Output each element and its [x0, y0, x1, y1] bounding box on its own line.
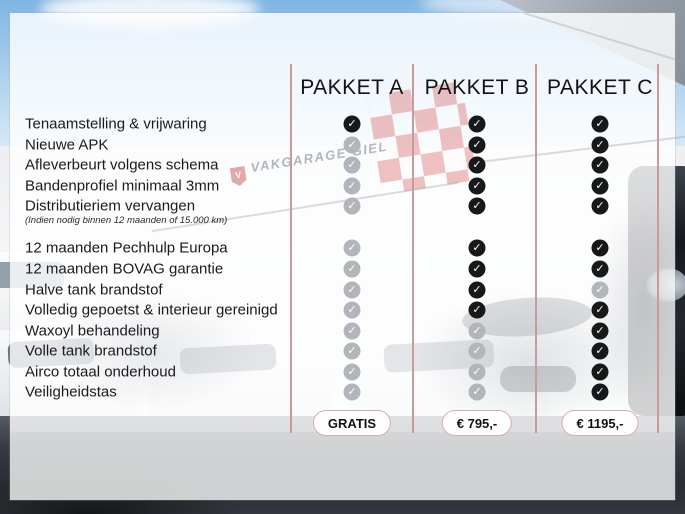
check-icon: ✓ [343, 383, 361, 401]
column-divider [412, 64, 414, 433]
feature-label: 12 maanden BOVAG garantie [25, 260, 224, 278]
check-icon: ✓ [591, 342, 609, 360]
check-icon: ✓ [591, 177, 609, 195]
check-icon: ✓ [591, 239, 609, 257]
check-icon: ✓ [468, 239, 486, 257]
feature-label: Distributieriem vervangen [25, 197, 196, 215]
feature-label: Bandenprofiel minimaal 3mm [25, 177, 220, 195]
feature-label: Volledig gepoetst & interieur gereinigd [25, 301, 278, 319]
check-icon: ✓ [468, 322, 486, 340]
feature-label: 12 maanden Pechhulp Europa [25, 239, 228, 257]
check-icon: ✓ [343, 322, 361, 340]
check-icon: ✓ [591, 115, 609, 133]
faded-car-shape [50, 292, 260, 412]
column-divider [657, 64, 659, 433]
feature-label: Volle tank brandstof [25, 342, 157, 360]
check-icon: ✓ [343, 239, 361, 257]
check-icon: ✓ [343, 301, 361, 319]
price-button[interactable]: € 1195,- [561, 410, 639, 436]
check-icon: ✓ [468, 383, 486, 401]
check-icon: ✓ [343, 136, 361, 154]
package-header: PAKKET C [547, 76, 653, 99]
check-icon: ✓ [468, 363, 486, 381]
faded-car-shape [410, 290, 650, 430]
column-divider [290, 64, 292, 433]
feature-label: Airco totaal onderhoud [25, 363, 176, 381]
feature-label: Halve tank brandstof [25, 281, 163, 299]
check-icon: ✓ [468, 115, 486, 133]
column-divider [535, 64, 537, 433]
check-icon: ✓ [591, 136, 609, 154]
check-icon: ✓ [343, 260, 361, 278]
price-button[interactable]: GRATIS [312, 410, 392, 436]
check-icon: ✓ [343, 115, 361, 133]
check-icon: ✓ [591, 322, 609, 340]
price-label: € 1195,- [576, 415, 624, 431]
feature-label: Tenaamstelling & vrijwaring [25, 115, 207, 133]
check-icon: ✓ [468, 301, 486, 319]
check-icon: ✓ [591, 281, 609, 299]
check-icon: ✓ [468, 177, 486, 195]
check-icon: ✓ [468, 197, 486, 215]
check-icon: ✓ [468, 342, 486, 360]
package-header: PAKKET B [424, 76, 530, 99]
check-icon: ✓ [468, 136, 486, 154]
check-icon: ✓ [343, 197, 361, 215]
check-icon: ✓ [591, 301, 609, 319]
feature-note: (Indien nodig binnen 12 maanden of 15.00… [25, 215, 228, 226]
price-button[interactable]: € 795,- [441, 410, 513, 436]
check-icon: ✓ [468, 156, 486, 174]
package-header: PAKKET A [300, 76, 404, 99]
price-label: GRATIS [327, 415, 377, 431]
check-icon: ✓ [591, 260, 609, 278]
check-icon: ✓ [343, 281, 361, 299]
check-icon: ✓ [343, 156, 361, 174]
feature-label: Waxoyl behandeling [25, 322, 160, 340]
check-icon: ✓ [343, 363, 361, 381]
feature-label: Nieuwe APK [25, 136, 109, 154]
check-icon: ✓ [591, 156, 609, 174]
check-icon: ✓ [468, 260, 486, 278]
feature-label: Veiligheidstas [25, 383, 117, 401]
faded-grille [500, 366, 576, 392]
check-icon: ✓ [468, 281, 486, 299]
faded-pavement-tint [10, 432, 675, 500]
check-icon: ✓ [591, 383, 609, 401]
feature-label: Afleverbeurt volgens schema [25, 156, 219, 174]
price-label: € 795,- [456, 415, 498, 431]
check-icon: ✓ [591, 363, 609, 381]
check-icon: ✓ [343, 177, 361, 195]
check-icon: ✓ [591, 197, 609, 215]
check-icon: ✓ [343, 342, 361, 360]
